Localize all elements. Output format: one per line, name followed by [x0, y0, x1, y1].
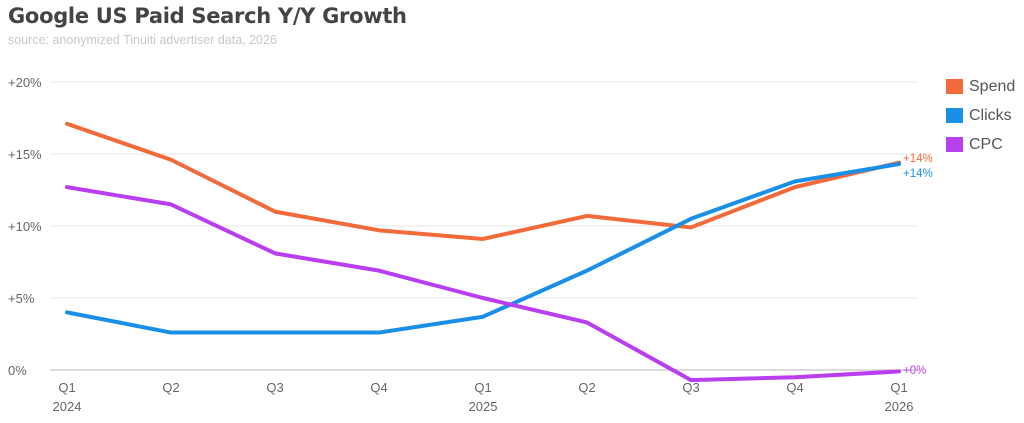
- end-label-clicks: +14%: [903, 168, 933, 180]
- y-tick-label: 0%: [8, 363, 27, 378]
- x-tick-label: Q1: [58, 380, 75, 395]
- x-tick-label: Q2: [578, 380, 595, 395]
- legend-label: Spend: [969, 77, 1016, 95]
- x-tick-label: Q3: [682, 380, 699, 395]
- legend: Spend Clicks CPC: [946, 72, 1015, 159]
- legend-swatch: [946, 79, 963, 94]
- legend-swatch: [946, 108, 963, 123]
- y-tick-label: +15%: [8, 147, 42, 162]
- chart-subtitle: source: anonymized Tinuiti advertiser da…: [8, 33, 277, 47]
- chart-title: Google US Paid Search Y/Y Growth: [8, 4, 407, 28]
- x-tick-label: Q1: [890, 380, 907, 395]
- series-line-clicks: [65, 162, 901, 335]
- series-line-cpc: [65, 185, 901, 383]
- x-tick-year: 2026: [885, 399, 914, 414]
- x-tick-year: 2024: [53, 399, 82, 414]
- x-tick-label: Q4: [786, 380, 803, 395]
- legend-label: Clicks: [969, 106, 1012, 124]
- series-line-spend: [65, 121, 901, 241]
- x-tick-year: 2025: [469, 399, 498, 414]
- y-tick-label: +10%: [8, 219, 42, 234]
- y-tick-label: +20%: [8, 75, 42, 90]
- x-tick-label: Q3: [266, 380, 283, 395]
- legend-label: CPC: [969, 135, 1003, 153]
- y-tick-label: +5%: [8, 291, 35, 306]
- x-tick-label: Q2: [162, 380, 179, 395]
- end-label-spend: +14%: [903, 153, 933, 165]
- x-tick-label: Q4: [370, 380, 387, 395]
- end-label-cpc: +0%: [903, 365, 926, 377]
- legend-item-spend: Spend: [946, 72, 1015, 101]
- x-tick-label: Q1: [474, 380, 491, 395]
- legend-item-clicks: Clicks: [946, 101, 1015, 130]
- legend-swatch: [946, 137, 963, 152]
- legend-item-cpc: CPC: [946, 130, 1015, 159]
